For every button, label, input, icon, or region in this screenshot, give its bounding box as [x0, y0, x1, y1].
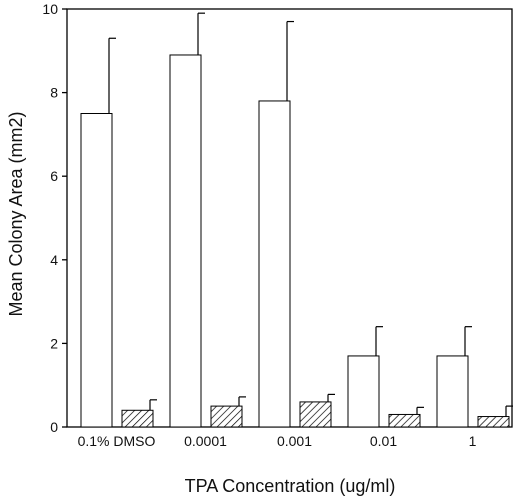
bar-hatched [121, 409, 154, 428]
bar-hatched [299, 401, 332, 428]
y-tick-label: 10 [42, 1, 58, 17]
x-tick-label: 0.01 [370, 433, 397, 449]
bar-hatched [477, 416, 510, 428]
y-axis-title: Mean Colony Area (mm2) [6, 111, 26, 316]
y-tick-label: 2 [50, 335, 58, 351]
x-tick-label: 0.1% DMSO [78, 433, 156, 449]
bar-control [258, 100, 291, 428]
x-tick-label: 0.001 [277, 433, 312, 449]
bar-control [347, 355, 380, 428]
y-tick-label: 0 [50, 419, 58, 435]
bar-control [80, 113, 113, 428]
bar-control [169, 54, 202, 428]
bar-control [436, 355, 469, 428]
plot-area: 0 2 4 6 8 10 0.1% DMSO 0.0001 0.001 0.01 1 [42, 1, 513, 449]
bar-hatched [388, 413, 421, 428]
y-tick-label: 4 [50, 252, 58, 268]
y-tick-label: 6 [50, 168, 58, 184]
x-tick-label: 0.0001 [184, 433, 227, 449]
x-axis-title: TPA Concentration (ug/ml) [185, 476, 396, 496]
x-tick-label: 1 [469, 433, 477, 449]
bar-hatched [210, 405, 243, 428]
y-tick-label: 8 [50, 85, 58, 101]
